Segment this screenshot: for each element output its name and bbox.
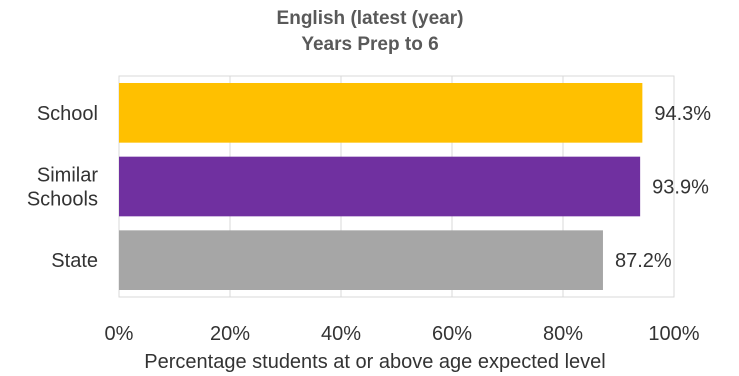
x-tick-label: 20% xyxy=(210,323,250,345)
x-tick-labels: 0% 20% 40% 60% 80% 100% xyxy=(105,323,700,345)
data-label: 87.2% xyxy=(615,250,672,272)
x-tick-label: 40% xyxy=(321,323,361,345)
x-axis-label: Percentage students at or above age expe… xyxy=(144,351,605,373)
category-labels: School Similar Schools State xyxy=(27,103,98,272)
bars xyxy=(119,82,643,291)
category-label: State xyxy=(51,250,98,272)
bar-similar-schools xyxy=(119,156,641,217)
category-label: School xyxy=(37,103,98,125)
bar-state xyxy=(119,230,603,291)
data-label: 93.9% xyxy=(652,177,709,199)
x-tick-label: 0% xyxy=(105,323,134,345)
data-label: 94.3% xyxy=(654,103,711,125)
data-labels: 94.3% 93.9% 87.2% xyxy=(615,103,711,272)
x-tick-label: 100% xyxy=(648,323,699,345)
chart-title: English (latest (year) xyxy=(277,8,464,29)
category-label: Similar Schools xyxy=(27,165,98,211)
chart-subtitle: Years Prep to 6 xyxy=(301,34,438,55)
x-tick-label: 80% xyxy=(543,323,583,345)
bar-school xyxy=(119,82,643,143)
x-tick-label: 60% xyxy=(432,323,472,345)
